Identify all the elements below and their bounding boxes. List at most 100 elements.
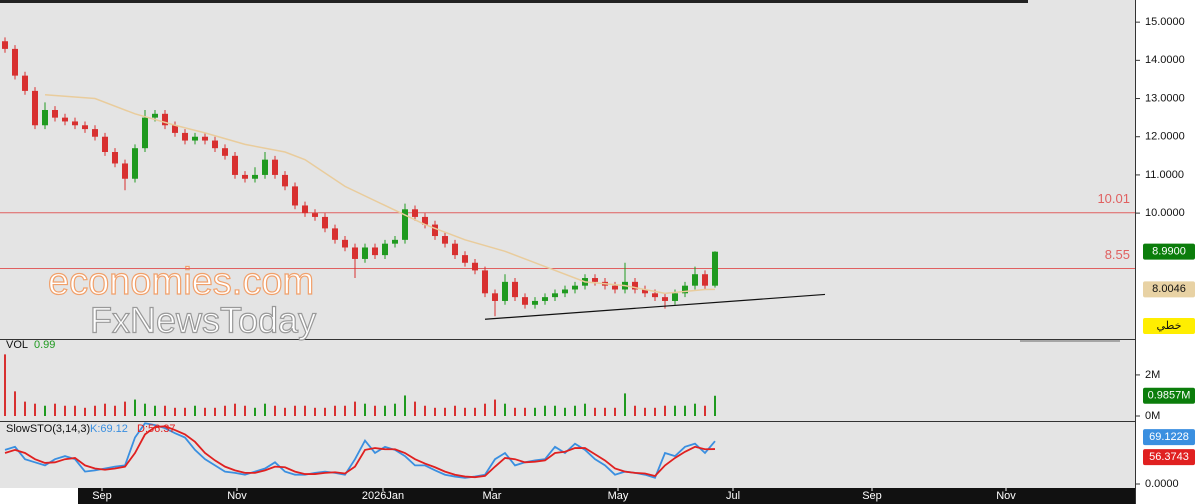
candle-body — [72, 121, 78, 126]
volume-bar — [494, 399, 496, 416]
volume-bar — [254, 407, 256, 416]
candle-body — [632, 281, 638, 290]
volume-bar — [614, 407, 616, 416]
candle-body — [172, 125, 178, 133]
volume-bar — [624, 393, 626, 416]
candle-body — [392, 239, 398, 244]
volume-bar — [204, 407, 206, 416]
legend-entry: K:69.12 — [90, 423, 128, 435]
volume-bar — [74, 405, 76, 416]
candle-body — [532, 300, 538, 305]
candle-body — [132, 148, 138, 179]
candle-body — [212, 140, 218, 149]
candle-body — [312, 213, 318, 217]
volume-bar — [474, 407, 476, 416]
volume-bar — [164, 405, 166, 416]
ma-value-label: 8.0046 — [1152, 283, 1186, 295]
candle-body — [682, 285, 688, 294]
volume-value-label: 0.9857M — [1148, 390, 1191, 402]
x-tick-label: May — [608, 490, 629, 502]
volume-bar — [44, 405, 46, 416]
candle-body — [372, 247, 378, 256]
candle-body — [302, 205, 308, 214]
trendline — [484, 293, 826, 320]
volume-bar — [544, 405, 546, 416]
top-bar — [0, 0, 1028, 3]
volume-bar — [104, 403, 106, 416]
stoch-value-label-box — [1143, 449, 1195, 466]
x-tick-label: Sep — [92, 490, 112, 502]
candle-body — [412, 209, 418, 217]
candle-body — [672, 293, 678, 301]
volume-bar — [574, 405, 576, 416]
x-tick-label: Nov — [227, 490, 247, 502]
y-tick-label: 10.0000 — [1145, 207, 1185, 219]
volume-bar — [454, 405, 456, 416]
candle-body — [422, 216, 428, 225]
candle-body — [62, 117, 68, 122]
y-tick-label: 0M — [1145, 410, 1160, 422]
candle-body — [322, 216, 328, 229]
candle-body — [452, 243, 458, 256]
candle-body — [702, 274, 708, 286]
last-price-label: 8.9900 — [1152, 246, 1186, 258]
watermark: FxNewsToday — [90, 300, 316, 341]
volume-bar — [384, 405, 386, 416]
volume-bar — [514, 407, 516, 416]
candle-body — [102, 136, 108, 153]
y-tick-label: 14.0000 — [1145, 54, 1185, 66]
candle-body — [92, 129, 98, 137]
y-tick-label: 0.0000 — [1145, 478, 1179, 490]
volume-bar — [184, 407, 186, 416]
volume-bar — [634, 405, 636, 416]
volume-bar — [504, 403, 506, 416]
volume-bar — [714, 395, 716, 416]
volume-bar — [154, 405, 156, 416]
volume-bar — [144, 403, 146, 416]
candle-body — [432, 224, 438, 237]
candle-body — [552, 293, 558, 298]
volume-bar — [214, 407, 216, 416]
candle-body — [12, 48, 18, 76]
candle-body — [492, 293, 498, 301]
candle-body — [522, 297, 528, 305]
volume-bar — [24, 401, 26, 416]
volume-bar — [594, 407, 596, 416]
candle-body — [252, 174, 258, 179]
candle-body — [162, 113, 168, 126]
candle-body — [362, 247, 368, 259]
scale-mode-label: خطي — [1157, 320, 1182, 332]
volume-bar — [114, 405, 116, 416]
volume-bar — [324, 407, 326, 416]
volume-bar — [264, 403, 266, 416]
plot-background — [0, 0, 1135, 488]
candle-body — [542, 297, 548, 301]
candle-body — [292, 186, 298, 206]
y-tick-label: 2M — [1145, 369, 1160, 381]
volume-bar — [584, 403, 586, 416]
volume-bar — [54, 403, 56, 416]
candle-body — [472, 262, 478, 271]
volume-bar — [274, 405, 276, 416]
volume-bar — [414, 401, 416, 416]
candle-body — [152, 113, 158, 118]
volume-bar — [374, 405, 376, 416]
candle-body — [112, 152, 118, 164]
level-label: 8.55 — [1105, 247, 1130, 262]
candle-body — [142, 117, 148, 149]
candle-body — [382, 243, 388, 256]
volume-bar — [344, 405, 346, 416]
volume-bar — [364, 403, 366, 416]
volume-value-label-box — [1143, 387, 1195, 404]
y-tick-label: 12.0000 — [1145, 131, 1185, 143]
volume-bar — [404, 395, 406, 416]
volume-bar — [354, 401, 356, 416]
volume-bar — [444, 407, 446, 416]
candle-body — [192, 136, 198, 141]
candle-body — [82, 125, 88, 130]
candle-body — [52, 109, 58, 118]
volume-bar — [124, 401, 126, 416]
volume-bar — [694, 403, 696, 416]
candle-body — [402, 209, 408, 240]
